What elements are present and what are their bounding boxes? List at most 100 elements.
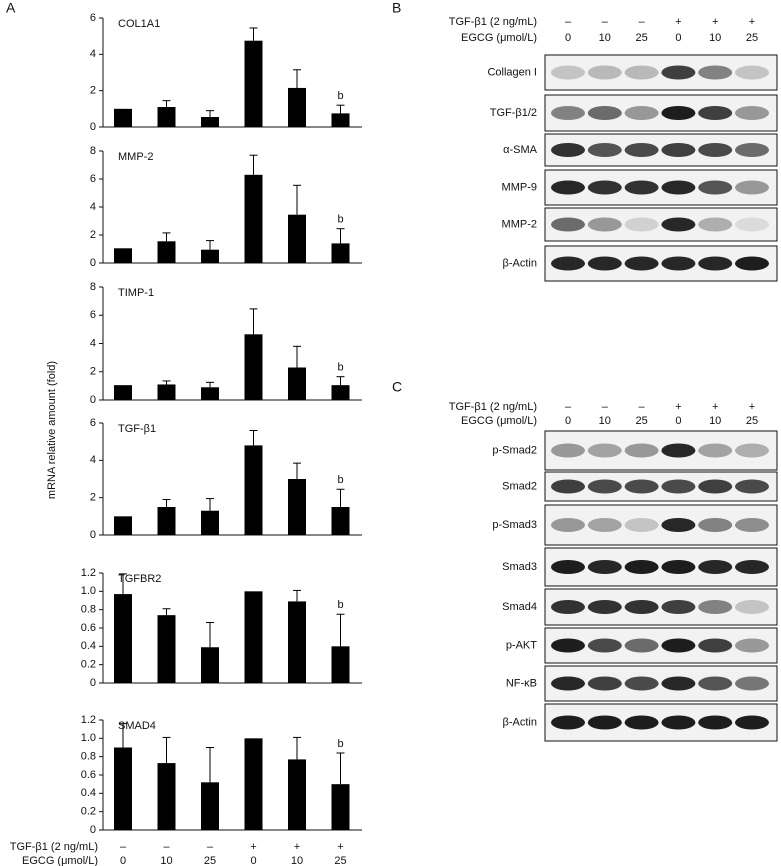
treatment-value: 25 [635, 415, 647, 427]
band [624, 676, 659, 691]
band [624, 479, 659, 494]
annotation: b [337, 214, 343, 226]
band [624, 638, 659, 653]
band [624, 256, 659, 271]
bar [288, 367, 306, 400]
band-label: p-Smad3 [492, 519, 537, 531]
chart-title: SMAD4 [118, 720, 156, 732]
band [698, 65, 733, 80]
band-label: p-AKT [506, 639, 537, 651]
band [735, 479, 769, 494]
bar [331, 113, 350, 127]
y-tick-label: 1.2 [81, 714, 96, 726]
treatment-value: – [602, 16, 609, 28]
treatment-value: + [712, 16, 718, 28]
y-tick-label: 6 [90, 173, 96, 185]
band-label: p-Smad2 [492, 444, 537, 456]
treatment-label: TGF-β1 (2 ng/mL) [449, 401, 537, 413]
y-tick-label: 0 [90, 121, 96, 133]
annotation: b [337, 599, 343, 611]
treatment-value: + [250, 841, 256, 853]
bar [244, 591, 263, 683]
bar [201, 117, 219, 127]
y-tick-label: 0 [90, 824, 96, 836]
treatment-value: 0 [565, 32, 571, 44]
treatment-label: EGCG (μmol/L) [22, 855, 98, 866]
panel-label: B [392, 0, 401, 16]
y-tick-label: 0.4 [81, 787, 96, 799]
treatment-value: 25 [746, 32, 758, 44]
treatment-value: 0 [565, 415, 571, 427]
treatment-value: + [749, 401, 755, 413]
bar [331, 385, 350, 400]
band-label: Smad2 [502, 480, 537, 492]
band [551, 479, 585, 494]
band [735, 256, 769, 271]
band-label: β-Actin [503, 716, 537, 728]
band [735, 106, 769, 120]
treatment-label: TGF-β1 (2 ng/mL) [449, 16, 537, 28]
treatment-value: 10 [599, 32, 611, 44]
band [698, 256, 733, 271]
band [698, 638, 733, 653]
bar [244, 334, 263, 400]
bar [288, 214, 306, 263]
bar [201, 782, 219, 830]
bar [201, 387, 219, 400]
band [698, 600, 733, 614]
treatment-value: 10 [709, 32, 721, 44]
band [551, 143, 585, 157]
band [587, 600, 622, 614]
y-tick-label: 0.6 [81, 622, 96, 634]
band [698, 143, 733, 157]
bar [288, 601, 306, 683]
y-tick-label: 0.2 [81, 806, 96, 818]
band-label: Smad4 [502, 601, 537, 613]
band [661, 106, 696, 120]
annotation: b [337, 362, 343, 374]
treatment-value: + [675, 16, 681, 28]
band-label: MMP-9 [502, 181, 537, 193]
band [735, 638, 769, 653]
treatment-value: + [712, 401, 718, 413]
band [551, 676, 585, 691]
band-label: MMP-2 [502, 218, 537, 230]
y-tick-label: 0.8 [81, 604, 96, 616]
blot-frame [544, 54, 778, 91]
y-tick-label: 6 [90, 12, 96, 24]
band [735, 518, 769, 532]
band [551, 518, 585, 532]
band [624, 180, 659, 195]
chart-title: TIMP-1 [118, 287, 154, 299]
band [661, 443, 696, 458]
y-tick-label: 0 [90, 257, 96, 269]
treatment-label: EGCG (μmol/L) [461, 32, 537, 44]
band [551, 443, 585, 458]
y-tick-label: 1.2 [81, 567, 96, 579]
band [735, 676, 769, 691]
band [661, 518, 696, 532]
y-tick-label: 1.0 [81, 732, 96, 744]
band [551, 715, 585, 730]
band [551, 217, 585, 232]
band [661, 600, 696, 614]
band [624, 443, 659, 458]
annotation: b [337, 90, 343, 102]
band [624, 600, 659, 614]
treatment-value: – [565, 401, 572, 413]
bar [157, 615, 176, 683]
bar [288, 759, 306, 830]
bar [331, 243, 350, 263]
panel-label: A [6, 0, 16, 16]
chart-title: COL1A1 [118, 18, 160, 30]
y-tick-label: 4 [90, 454, 96, 466]
band [661, 143, 696, 157]
band [587, 143, 622, 157]
bar [244, 174, 263, 263]
treatment-value: 25 [635, 32, 647, 44]
treatment-value: 10 [599, 415, 611, 427]
band-label: Smad3 [502, 561, 537, 573]
treatment-value: – [639, 16, 646, 28]
y-tick-label: 2 [90, 366, 96, 378]
blot-frame [544, 430, 778, 471]
